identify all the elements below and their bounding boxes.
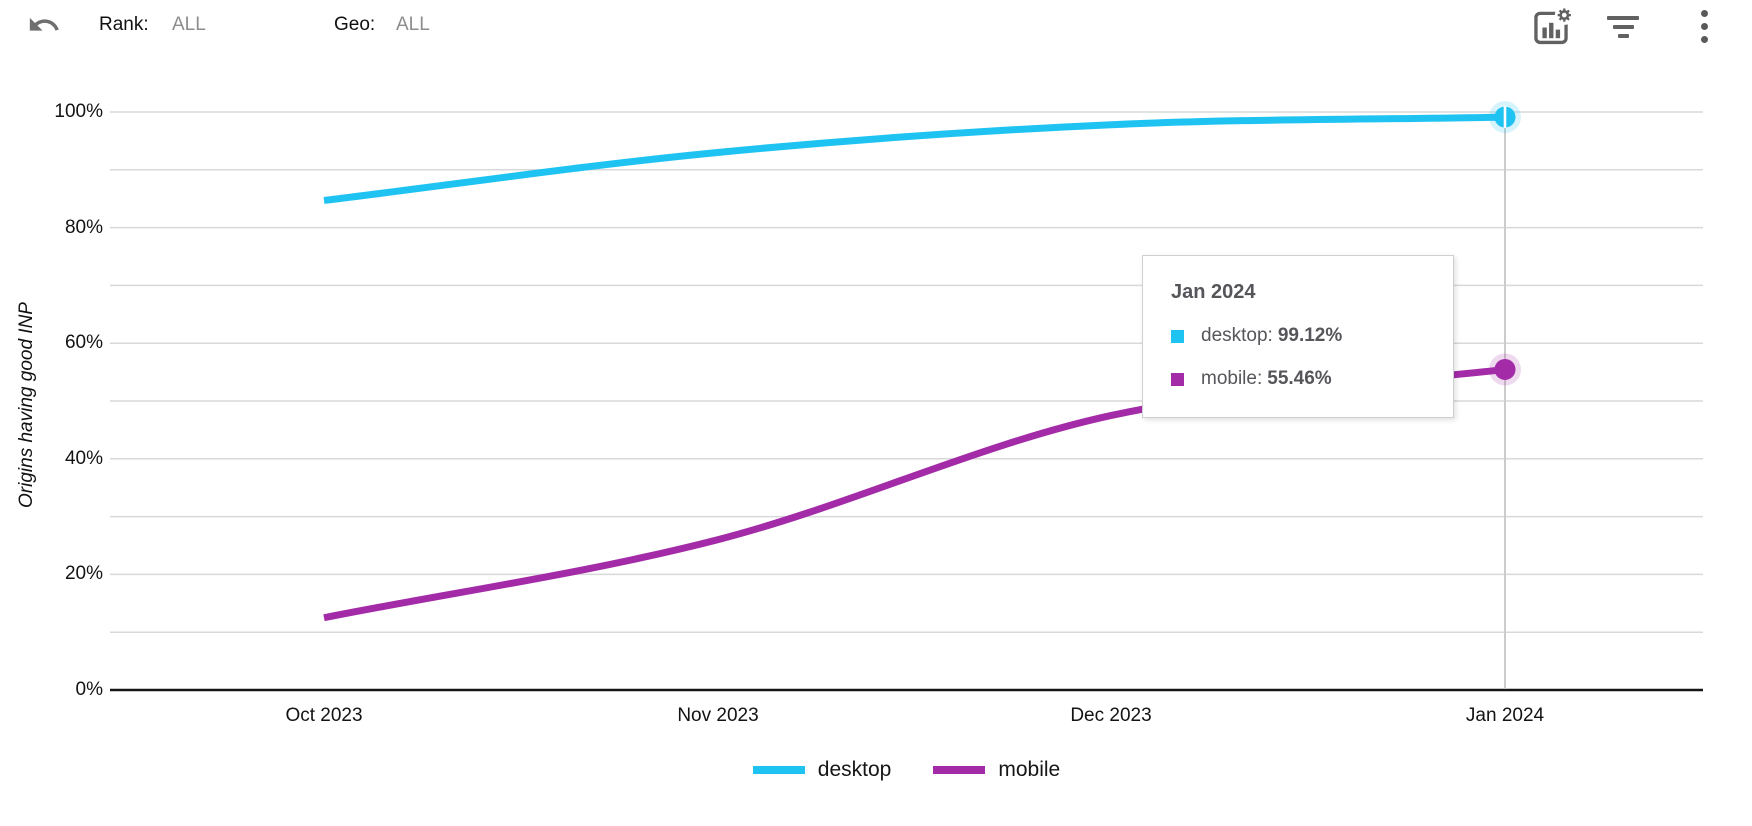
chart-tooltip: Jan 2024 desktop: 99.12% mobile: 55.46%	[1142, 255, 1454, 418]
y-tick-label: 60%	[64, 332, 103, 353]
rank-value[interactable]: ALL	[172, 14, 206, 35]
y-tick-label: 80%	[64, 217, 103, 238]
more-options-icon[interactable]	[1699, 10, 1709, 43]
tooltip-label: desktop:	[1201, 325, 1273, 346]
x-tick-label: Nov 2023	[677, 705, 759, 726]
tooltip-row-mobile: mobile: 55.46%	[1171, 368, 1425, 390]
legend-item-mobile: mobile	[933, 758, 1060, 782]
undo-icon-glyph	[29, 17, 59, 31]
tooltip-value: 99.12%	[1277, 325, 1343, 346]
mobile-color-swatch	[1171, 372, 1184, 386]
x-tick-label: Oct 2023	[285, 705, 363, 726]
x-tick-label: Dec 2023	[1070, 705, 1152, 726]
mobile-point[interactable]	[1494, 358, 1516, 380]
legend-label: desktop	[817, 758, 892, 781]
filter-bar	[1617, 34, 1629, 38]
dot	[1700, 23, 1708, 30]
legend-label: mobile	[998, 758, 1061, 781]
filter-icon[interactable]	[1606, 16, 1640, 38]
tooltip-value: 55.46%	[1267, 368, 1332, 389]
geo-value[interactable]: ALL	[396, 14, 430, 35]
filter-bar	[1612, 25, 1634, 29]
tooltip-label: mobile:	[1201, 368, 1263, 389]
chart-settings-icon[interactable]	[1530, 5, 1575, 53]
y-tick-label: 100%	[54, 101, 103, 122]
mobile-line-swatch	[933, 766, 986, 774]
tooltip-row-desktop: desktop: 99.12%	[1171, 325, 1425, 347]
chart-settings-glyph	[1534, 5, 1575, 45]
dot	[1700, 36, 1708, 43]
x-tick-label: Jan 2024	[1465, 705, 1545, 726]
filter-bar	[1607, 16, 1639, 20]
chart-legend: desktop mobile	[110, 758, 1703, 782]
undo-icon[interactable]	[24, 8, 64, 47]
y-tick-label: 0%	[75, 679, 103, 700]
desktop-line	[323, 113, 1506, 204]
tooltip-title: Jan 2024	[1171, 281, 1256, 303]
toolbar: Rank: ALL Geo: ALL	[0, 0, 1752, 56]
y-tick-label: 20%	[64, 563, 103, 584]
legend-item-desktop: desktop	[752, 758, 892, 782]
dot	[1700, 10, 1708, 17]
rank-label: Rank:	[99, 14, 149, 35]
desktop-color-swatch	[1171, 329, 1184, 343]
desktop-line-swatch	[752, 766, 805, 774]
geo-label: Geo:	[334, 14, 376, 35]
y-tick-label: 40%	[64, 448, 103, 469]
